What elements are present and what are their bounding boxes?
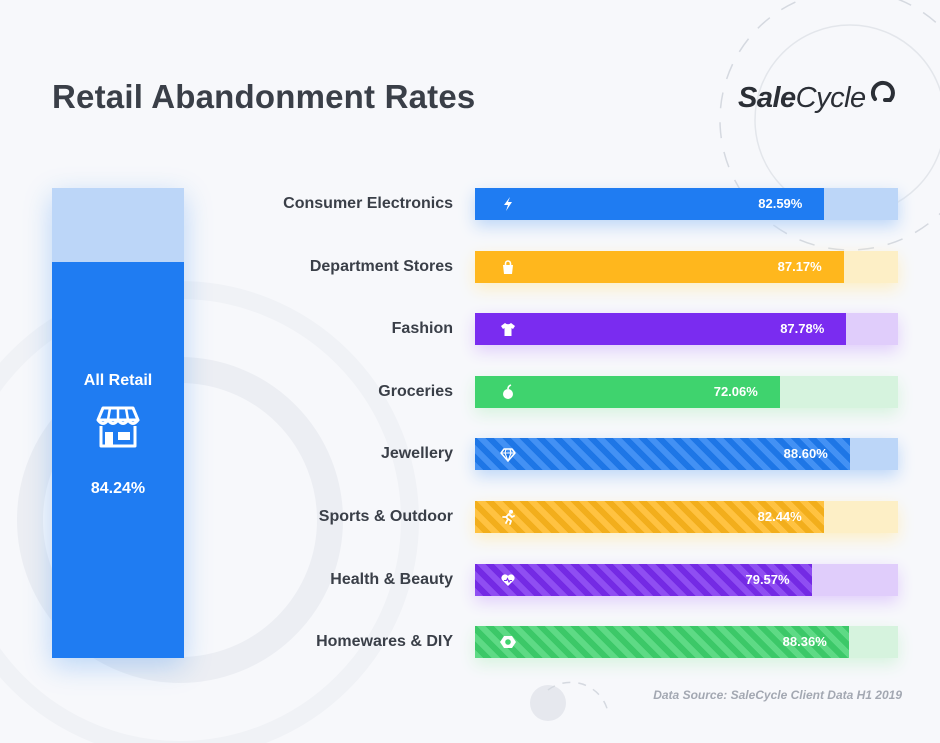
category-label-groceries: Groceries: [378, 383, 453, 400]
logo-light-text: Cycle: [795, 81, 867, 114]
category-label-fashion: Fashion: [391, 320, 453, 337]
logo-ring-icon: [870, 80, 895, 102]
tshirt-icon: [501, 323, 515, 336]
lightning-icon: [504, 197, 512, 211]
bar-value-fashion: 87.78%: [780, 321, 825, 336]
bar-track-homewares-and-diy: 88.36%: [475, 626, 898, 658]
bar-department-stores: 87.17%: [475, 251, 844, 283]
bar-value-groceries: 72.06%: [713, 384, 758, 399]
apple-icon: [503, 384, 513, 399]
bar-sports-and-outdoor: 82.44%: [475, 501, 824, 533]
salecycle-logo: Sale Cycle: [738, 76, 897, 120]
bar-fashion: 87.78%: [475, 313, 847, 345]
bar-value-homewares-and-diy: 88.36%: [782, 634, 827, 649]
category-label-health-and-beauty: Health & Beauty: [330, 571, 453, 588]
all-retail-label: All Retail: [83, 372, 153, 389]
category-label-department-stores: Department Stores: [309, 258, 453, 275]
bar-track-jewellery: 88.60%: [475, 438, 898, 470]
category-label-sports-and-outdoor: Sports & Outdoor: [318, 508, 453, 525]
bolt-nut-icon: [500, 636, 516, 648]
bar-value-jewellery: 88.60%: [783, 446, 828, 461]
bar-track-consumer-electronics: 82.59%: [475, 188, 898, 220]
bar-consumer-electronics: 82.59%: [475, 188, 825, 220]
bar-value-department-stores: 87.17%: [777, 259, 822, 274]
bar-track-sports-and-outdoor: 82.44%: [475, 501, 898, 533]
category-label-consumer-electronics: Consumer Electronics: [283, 195, 453, 212]
logo-bold-text: Sale: [738, 81, 796, 114]
category-label-jewellery: Jewellery: [380, 445, 453, 462]
bar-value-sports-and-outdoor: 82.44%: [757, 509, 802, 524]
all-retail-bar-fill: [52, 262, 184, 658]
diamond-icon: [500, 448, 516, 462]
category-label-homewares-and-diy: Homewares & DIY: [316, 633, 453, 650]
all-retail-value: 84.24%: [90, 480, 146, 497]
bar-health-and-beauty: 79.57%: [475, 564, 812, 596]
bar-groceries: 72.06%: [475, 376, 780, 408]
page-title: Retail Abandonment Rates: [52, 78, 476, 115]
runner-icon: [502, 509, 515, 525]
bar-track-department-stores: 87.17%: [475, 251, 898, 283]
bar-jewellery: 88.60%: [475, 438, 850, 470]
heart-icon: [501, 574, 515, 586]
bar-track-groceries: 72.06%: [475, 376, 898, 408]
bar-value-consumer-electronics: 82.59%: [758, 196, 803, 211]
bar-homewares-and-diy: 88.36%: [475, 626, 849, 658]
all-retail-bar: All Retail 84.24%: [52, 188, 184, 658]
bar-value-health-and-beauty: 79.57%: [745, 572, 790, 587]
storefront-icon: [96, 406, 140, 448]
data-source-note: Data Source: SaleCycle Client Data H1 20…: [653, 688, 902, 702]
bar-track-health-and-beauty: 79.57%: [475, 564, 898, 596]
bar-track-fashion: 87.78%: [475, 313, 898, 345]
shopping-bag-icon: [503, 260, 513, 274]
